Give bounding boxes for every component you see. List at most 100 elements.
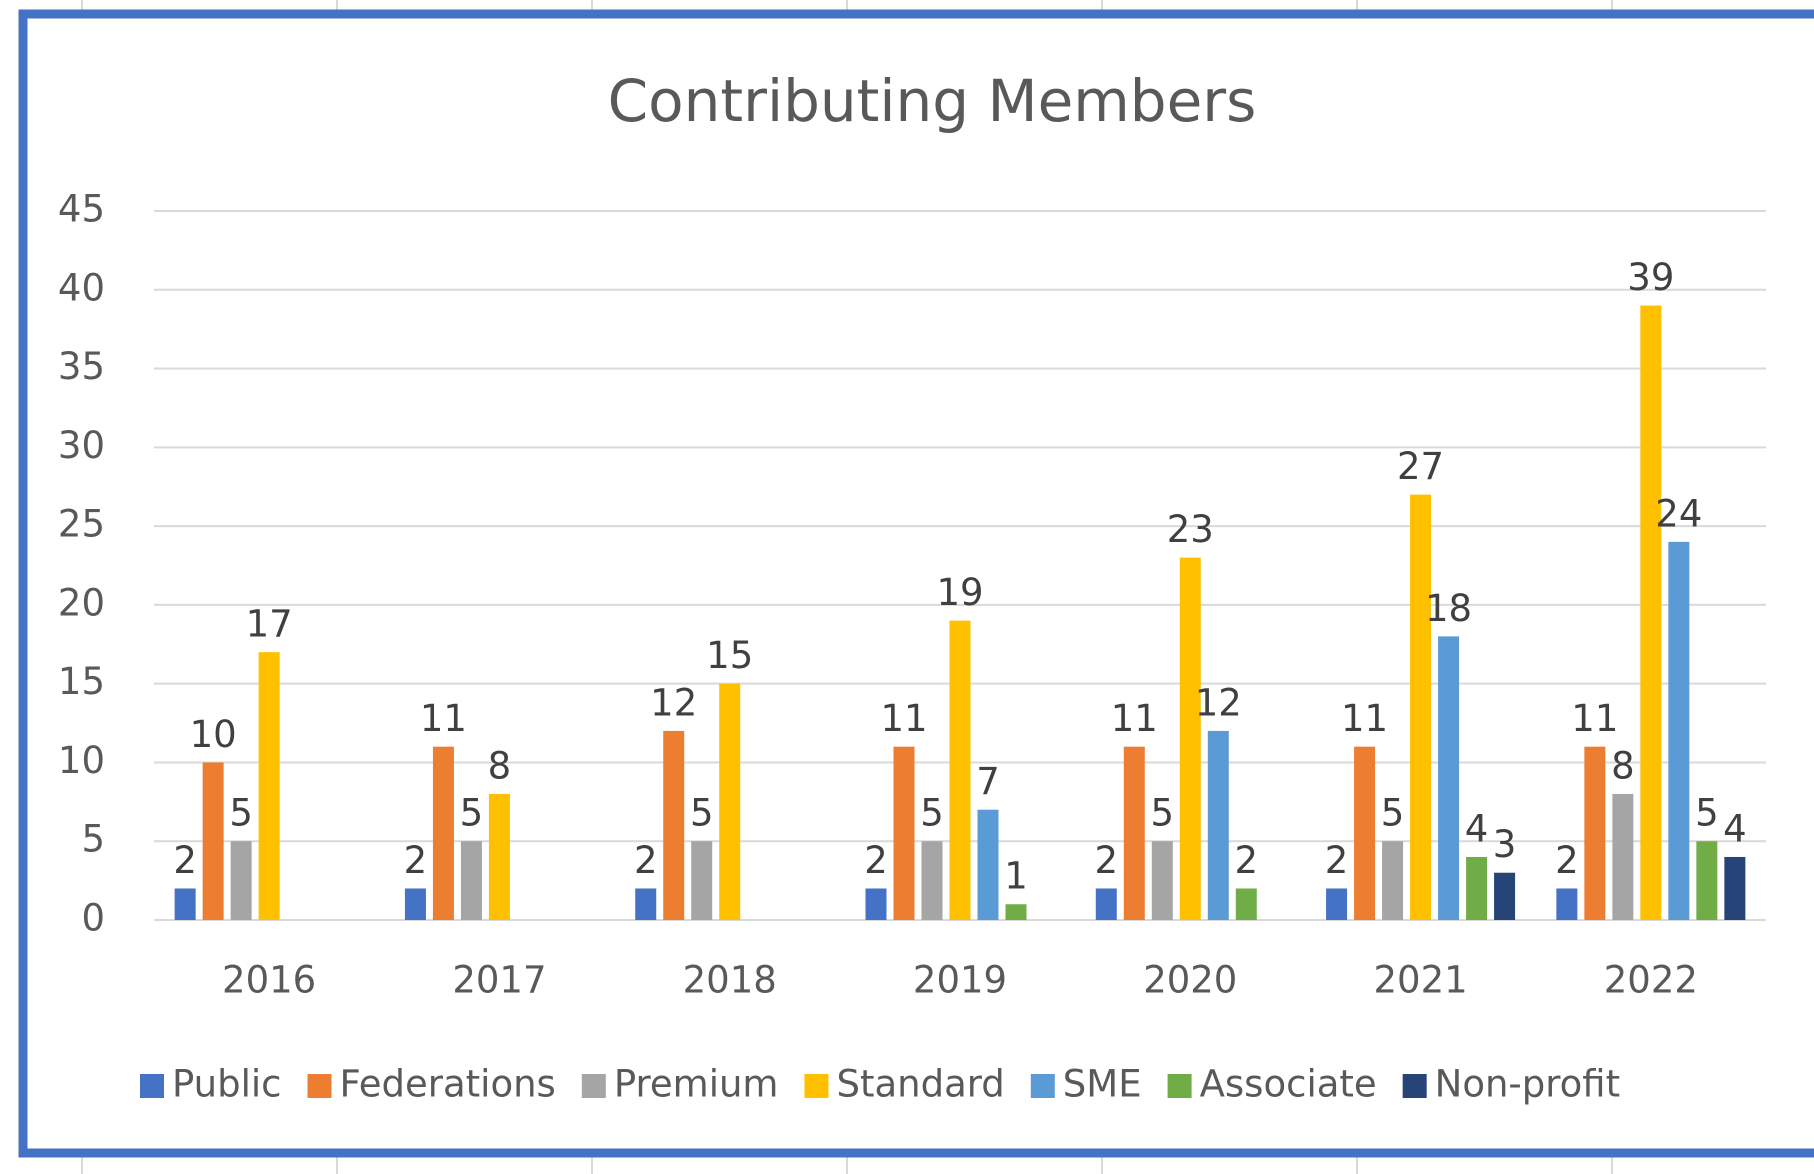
data-label: 5 (1695, 792, 1719, 835)
data-label: 3 (1493, 823, 1517, 866)
legend-label: Associate (1200, 1063, 1377, 1106)
y-tick-label: 40 (58, 266, 105, 309)
chart-title: Contributing Members (608, 67, 1257, 135)
bar (1410, 494, 1432, 920)
bar (1151, 841, 1173, 920)
data-label: 18 (1425, 587, 1472, 630)
bar (949, 620, 971, 920)
bar (1640, 305, 1662, 920)
legend-label: Non-profit (1435, 1063, 1620, 1106)
data-label: 2 (173, 839, 197, 882)
data-label: 15 (706, 634, 753, 677)
bar (404, 888, 426, 920)
bar (488, 793, 510, 920)
data-label: 24 (1655, 492, 1702, 535)
bar (691, 841, 713, 920)
legend-label: Federations (340, 1063, 556, 1106)
data-label: 2 (634, 839, 658, 882)
data-label: 11 (1571, 697, 1618, 740)
data-label: 11 (880, 697, 927, 740)
bar (635, 888, 657, 920)
x-tick-label: 2021 (1373, 959, 1467, 1002)
data-label: 7 (976, 760, 1000, 803)
legend-label: Standard (836, 1063, 1004, 1106)
data-label: 11 (420, 697, 467, 740)
data-label: 11 (1111, 697, 1158, 740)
bar (230, 841, 252, 920)
x-tick-label: 2020 (1143, 959, 1237, 1002)
bar (1123, 746, 1145, 920)
legend-swatch (804, 1074, 829, 1098)
data-label: 5 (229, 792, 253, 835)
data-label: 11 (1341, 697, 1388, 740)
data-label: 5 (1381, 792, 1405, 835)
x-tick-label: 2016 (222, 959, 316, 1002)
x-tick-label: 2019 (913, 959, 1007, 1002)
data-label: 12 (1195, 681, 1242, 724)
y-tick-label: 5 (81, 818, 105, 861)
data-label: 2 (1095, 839, 1119, 882)
bar (1005, 904, 1027, 920)
y-tick-label: 20 (58, 581, 105, 624)
bar (202, 762, 224, 920)
data-label: 2 (864, 839, 888, 882)
data-label: 19 (936, 571, 983, 614)
bar (1466, 856, 1488, 920)
data-label: 2 (1555, 839, 1579, 882)
legend-swatch (1402, 1074, 1427, 1098)
bar (663, 730, 685, 920)
legend-label: Premium (614, 1063, 779, 1106)
bar (1556, 888, 1578, 920)
data-label: 8 (488, 744, 512, 787)
y-tick-label: 0 (81, 897, 105, 940)
bar (174, 888, 196, 920)
legend-swatch (307, 1074, 332, 1098)
legend-label: SME (1063, 1063, 1142, 1106)
bar (1438, 636, 1460, 920)
y-tick-label: 30 (58, 424, 105, 467)
bar (1668, 541, 1690, 920)
bar (1207, 730, 1229, 920)
data-label: 5 (1151, 792, 1175, 835)
x-tick-label: 2018 (683, 959, 777, 1002)
bar (1326, 888, 1348, 920)
bar (1584, 746, 1606, 920)
bar (1179, 557, 1201, 920)
data-label: 39 (1627, 256, 1674, 299)
bar (1724, 856, 1746, 920)
y-tick-label: 15 (58, 660, 105, 703)
legend-label: Public (172, 1063, 282, 1106)
bar (921, 841, 943, 920)
chart-frame (18, 9, 1814, 1158)
bar (893, 746, 915, 920)
bar (1494, 872, 1516, 920)
bar (865, 888, 887, 920)
bar (258, 652, 280, 920)
data-label: 5 (460, 792, 484, 835)
data-label: 5 (920, 792, 944, 835)
y-tick-label: 25 (58, 503, 105, 546)
data-label: 2 (404, 839, 428, 882)
x-tick-label: 2022 (1604, 959, 1698, 1002)
data-label: 23 (1167, 508, 1214, 551)
bar (1696, 841, 1718, 920)
data-label: 2 (1235, 839, 1259, 882)
y-tick-label: 10 (58, 739, 105, 782)
bar (1612, 793, 1634, 920)
data-label: 27 (1397, 445, 1444, 488)
data-label: 4 (1465, 807, 1489, 850)
legend-swatch (581, 1074, 606, 1098)
data-label: 10 (190, 713, 237, 756)
bar (460, 841, 482, 920)
x-tick-label: 2017 (452, 959, 546, 1002)
y-tick-label: 45 (58, 188, 105, 231)
legend-swatch (1167, 1074, 1192, 1098)
legend-swatch (1030, 1074, 1055, 1098)
data-label: 2 (1325, 839, 1349, 882)
data-label: 1 (1004, 855, 1028, 898)
bar (977, 809, 999, 920)
data-label: 12 (650, 681, 697, 724)
bar (1235, 888, 1257, 920)
